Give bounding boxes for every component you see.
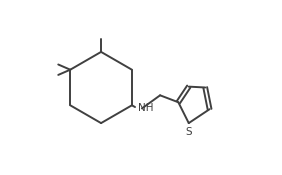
Text: NH: NH (138, 103, 153, 113)
Text: S: S (186, 127, 192, 137)
